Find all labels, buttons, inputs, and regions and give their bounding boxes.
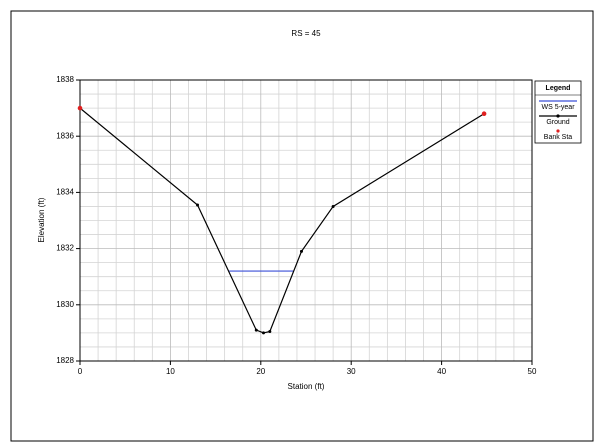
x-tick-label: 0 <box>78 367 83 376</box>
point <box>77 105 83 111</box>
x-tick-label: 40 <box>437 367 446 376</box>
point <box>331 204 335 208</box>
legend-label: WS 5-year <box>541 104 575 111</box>
point <box>299 249 303 253</box>
x-axis-label: Station (ft) <box>288 382 325 391</box>
y-axis-label: Elevation (ft) <box>37 197 46 242</box>
legend-marker <box>556 129 560 133</box>
point <box>254 328 258 332</box>
x-tick-label: 10 <box>166 367 175 376</box>
y-tick-label: 1828 <box>56 356 74 365</box>
y-tick-label: 1838 <box>56 75 74 84</box>
point <box>196 203 200 207</box>
x-tick-label: 20 <box>256 367 265 376</box>
point <box>262 331 266 335</box>
legend-box <box>534 80 582 144</box>
point <box>268 329 272 333</box>
series-line <box>79 107 485 334</box>
legend-title: Legend <box>546 85 571 92</box>
y-tick-label: 1830 <box>56 300 74 309</box>
y-tick-label: 1836 <box>56 131 74 140</box>
x-tick-label: 50 <box>528 367 537 376</box>
y-tick-label: 1834 <box>56 188 74 197</box>
legend-label: Bank Sta <box>544 134 573 141</box>
legend-marker <box>556 114 560 118</box>
legend-label: Ground <box>546 119 569 126</box>
plot-border <box>79 79 533 362</box>
point <box>481 111 487 117</box>
x-tick-label: 30 <box>347 367 356 376</box>
chart-title: RS = 45 <box>291 29 321 38</box>
y-tick-label: 1832 <box>56 244 74 253</box>
